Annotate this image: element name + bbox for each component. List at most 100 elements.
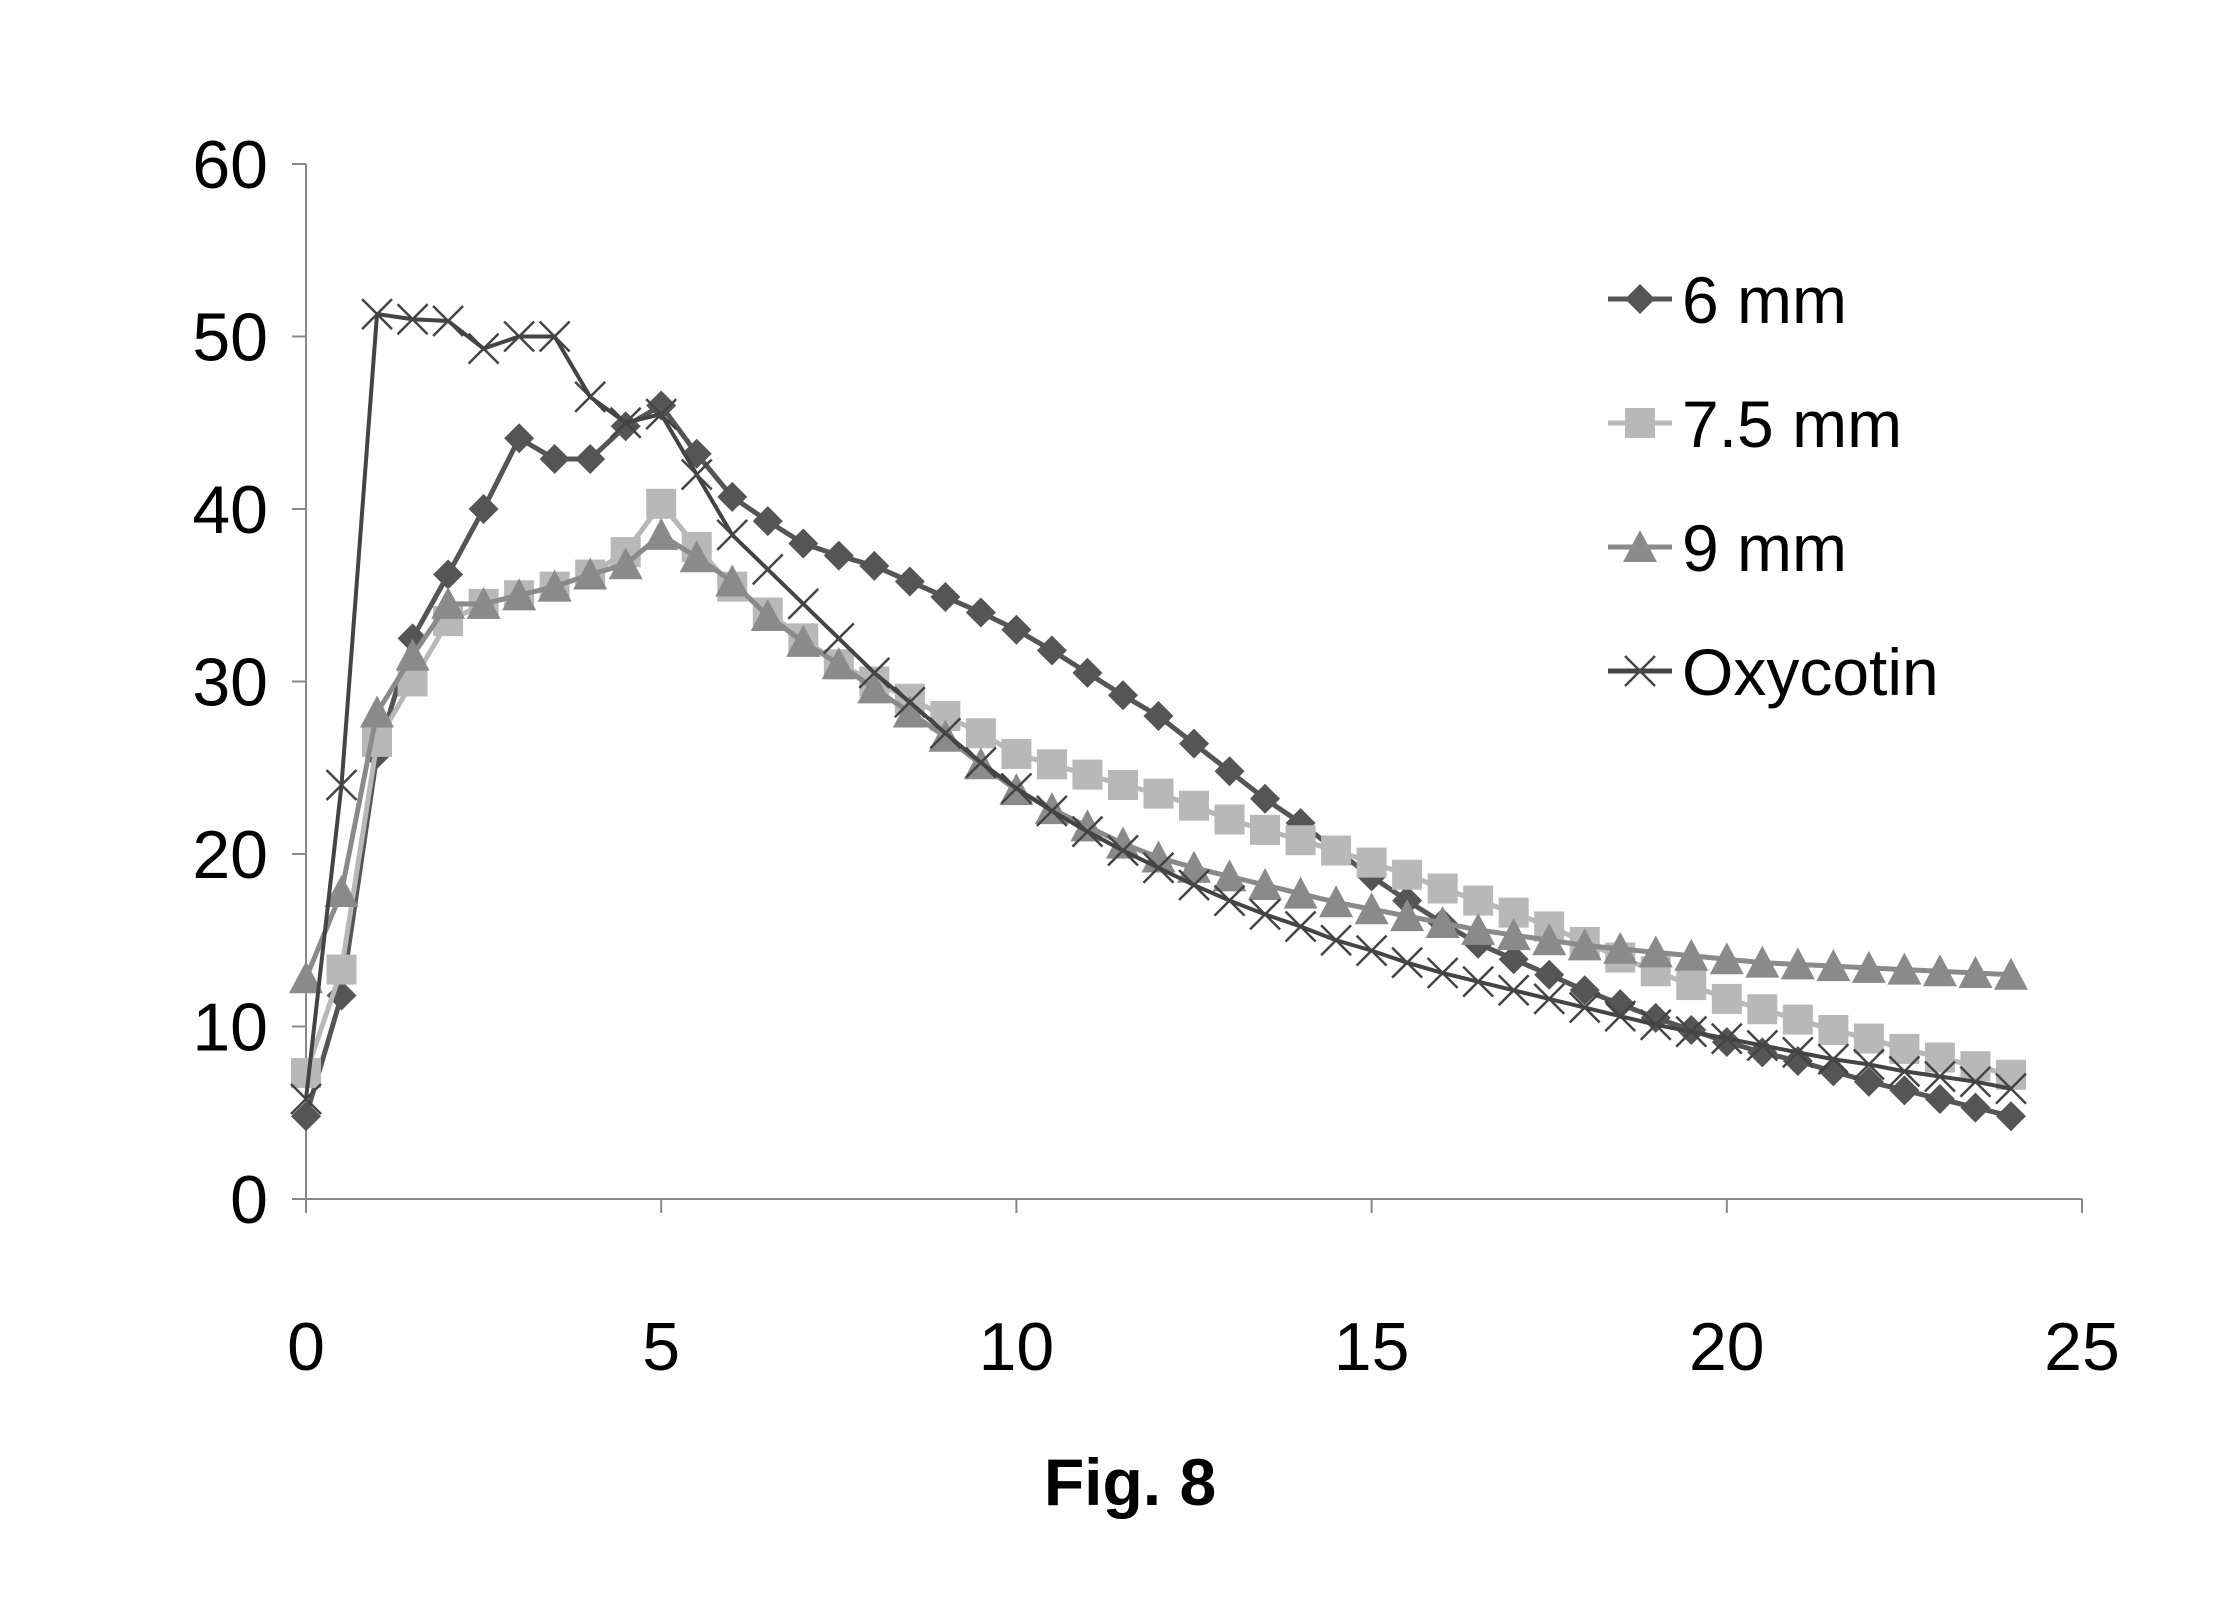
data-point: [573, 557, 608, 590]
legend-label: 9 mm: [1682, 511, 1847, 585]
data-point: [717, 481, 748, 512]
legend-item: 9 mm: [1608, 511, 1847, 585]
legend: 6 mm 7.5 mm 9 mm Oxycotin: [1608, 263, 1939, 709]
data-point: [291, 1101, 321, 1132]
data-point: [1036, 635, 1067, 666]
legend-item: 7.5 mm: [1608, 387, 1902, 461]
data-point: [1213, 884, 1246, 917]
data-point: [821, 647, 856, 680]
data-point: [1889, 1075, 1920, 1106]
data-point: [466, 586, 501, 619]
data-point: [1107, 770, 1138, 800]
data-point: [1249, 898, 1281, 931]
data-point: [1568, 991, 1601, 1024]
data-point: [1818, 1056, 1849, 1087]
data-point: [502, 578, 537, 611]
data-point: [1745, 945, 1780, 978]
data-point: [1959, 1065, 1992, 1098]
data-point: [1639, 1008, 1672, 1041]
data-point: [1427, 873, 1458, 904]
data-point: [467, 332, 500, 365]
data-point: [1143, 701, 1174, 731]
data-point: [289, 961, 323, 994]
data-point: [503, 320, 536, 353]
data-point: [1818, 1014, 1849, 1045]
data-point: [360, 695, 395, 728]
data-point: [1250, 783, 1281, 814]
data-point: [1889, 1033, 1920, 1064]
data-point: [964, 746, 997, 779]
data-point: [646, 488, 677, 519]
data-point: [1036, 749, 1067, 780]
data-point: [1960, 1051, 1991, 1082]
data-point: [1390, 899, 1425, 932]
data-point: [1461, 912, 1496, 945]
data-point: [1071, 815, 1104, 848]
data-point: [1392, 859, 1423, 890]
data-point: [1248, 868, 1283, 901]
data-point: [1710, 1022, 1743, 1055]
x-tick-label: 5: [642, 1309, 680, 1385]
data-point: [1567, 928, 1602, 961]
data-point: [608, 547, 643, 580]
y-tick-label: 20: [192, 817, 268, 893]
y-tick-label: 40: [192, 472, 268, 548]
data-point: [823, 540, 854, 571]
data-point: [929, 717, 962, 750]
data-point: [609, 406, 642, 439]
x-tick-label: 15: [1334, 1309, 1410, 1385]
data-point: [750, 598, 785, 631]
data-point: [1285, 825, 1316, 856]
x-tick-label: 10: [979, 1309, 1055, 1385]
data-point: [1072, 759, 1103, 790]
data-point: [892, 695, 927, 728]
data-point: [788, 528, 819, 559]
data-point: [326, 954, 357, 985]
data-point: [752, 506, 783, 537]
data-point: [1178, 869, 1210, 901]
data-point: [1851, 950, 1886, 983]
legend-marker: [1623, 530, 1657, 562]
data-point: [1995, 1101, 2026, 1132]
data-point: [1924, 1042, 1955, 1073]
data-point: [1179, 728, 1209, 759]
data-point: [539, 443, 570, 474]
data-point: [1604, 1000, 1637, 1033]
data-point: [645, 398, 678, 431]
data-point: [1072, 657, 1103, 688]
data-point: [468, 494, 499, 524]
plot-area: [289, 298, 2028, 1132]
series-9-mm: [289, 517, 2028, 994]
data-point: [680, 458, 713, 491]
data-point: [504, 423, 535, 454]
data-point: [1426, 957, 1459, 989]
data-point: [1960, 1092, 1991, 1123]
y-tick-label: 60: [192, 127, 268, 203]
series-oxycotin: [290, 298, 2027, 1115]
data-point: [324, 874, 359, 907]
data-point: [575, 443, 606, 474]
data-point: [893, 686, 926, 719]
legend-label: 6 mm: [1682, 263, 1847, 337]
data-point: [290, 1083, 322, 1115]
y-tick-label: 50: [192, 300, 268, 376]
data-point: [537, 569, 572, 602]
data-point: [1711, 1027, 1742, 1058]
data-point: [1212, 859, 1247, 892]
data-point: [1675, 1015, 1708, 1048]
data-point: [1995, 1072, 2027, 1105]
data-point: [1709, 942, 1744, 975]
data-point: [1603, 931, 1638, 964]
data-point: [715, 564, 750, 597]
data-point: [1283, 876, 1318, 909]
data-point: [1711, 983, 1742, 1014]
data-point: [1319, 885, 1354, 918]
data-point: [432, 305, 464, 337]
data-point: [894, 566, 925, 597]
data-point: [361, 298, 393, 330]
data-point: [1674, 938, 1709, 971]
data-point: [787, 587, 820, 620]
data-point: [1356, 847, 1387, 878]
data-point: [1534, 959, 1565, 990]
data-point: [1747, 994, 1778, 1025]
